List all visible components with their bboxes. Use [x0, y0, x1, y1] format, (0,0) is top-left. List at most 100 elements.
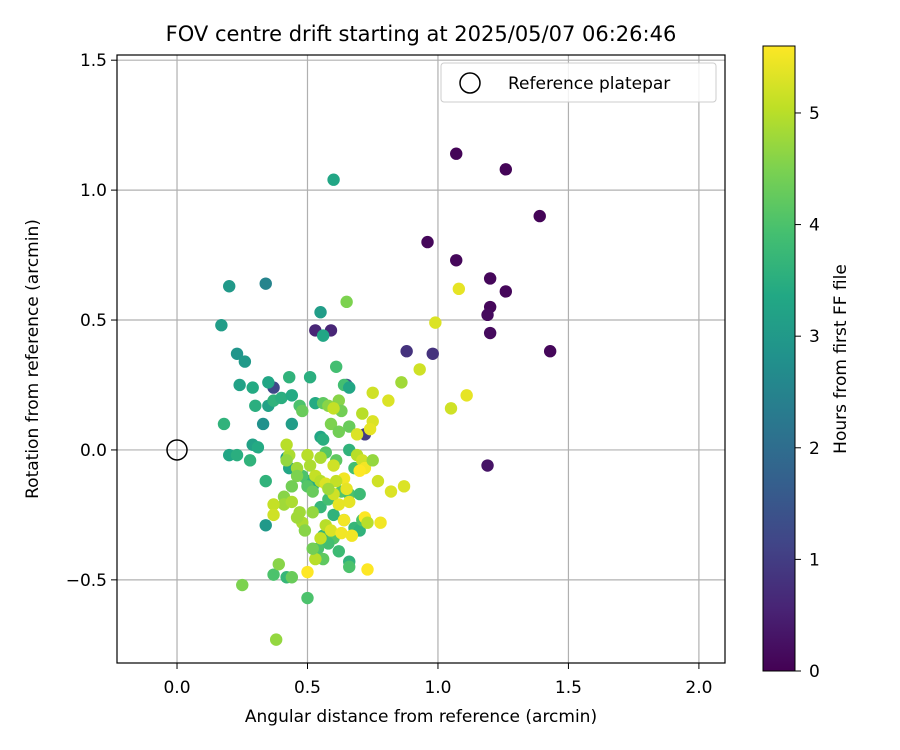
data-point [499, 163, 513, 176]
data-point [363, 422, 377, 436]
data-point [316, 329, 330, 342]
data-point [395, 376, 408, 389]
data-point [309, 552, 322, 566]
data-point [285, 495, 299, 509]
data-point [324, 417, 338, 431]
y-axis-label: Rotation from reference (arcmin) [23, 219, 43, 499]
data-point [361, 516, 374, 529]
data-point [243, 454, 257, 467]
data-point [499, 285, 513, 298]
colorbar-tick-label: 3 [809, 327, 820, 347]
legend-label: Reference platepar [508, 74, 670, 94]
data-point [450, 147, 463, 160]
colorbar-gradient [763, 46, 795, 671]
data-point [215, 319, 228, 332]
data-point [303, 370, 317, 384]
x-tick-label: 0.5 [294, 678, 321, 698]
data-point [230, 448, 244, 462]
data-point [256, 417, 270, 431]
data-point [233, 378, 246, 392]
data-point [285, 417, 299, 431]
data-point [332, 498, 346, 511]
data-point [290, 469, 304, 483]
data-point [340, 482, 353, 496]
data-point [353, 487, 366, 501]
data-point [421, 235, 434, 249]
data-point [223, 280, 236, 293]
data-point [230, 347, 244, 361]
data-point [285, 571, 299, 584]
plot-frame [116, 54, 726, 664]
data-point [329, 474, 343, 488]
data-point [298, 524, 312, 537]
data-point [353, 464, 366, 477]
data-point [285, 480, 299, 493]
x-tick-label: 1.0 [424, 678, 451, 698]
data-point [337, 513, 351, 527]
axis-ticks: 0.0 0.5 1.0 1.5 2.0 −0.5 0.0 0.5 1.0 1.5 [66, 51, 713, 698]
data-point [306, 485, 319, 498]
data-point [306, 542, 319, 555]
data-point [332, 545, 346, 558]
data-point [343, 495, 356, 509]
data-point [460, 389, 473, 402]
data-point [327, 459, 340, 472]
data-point [327, 402, 340, 415]
data-point [329, 360, 343, 373]
data-point [246, 381, 259, 394]
data-point [301, 565, 314, 579]
y-tick-label: 1.5 [80, 51, 107, 71]
x-tick-label: 2.0 [685, 678, 712, 698]
colorbar-frame [762, 45, 796, 672]
data-point [259, 519, 272, 532]
data-point [483, 326, 497, 340]
x-axis-label: Angular distance from reference (arcmin) [245, 707, 597, 727]
data-point [322, 482, 335, 496]
data-point [481, 308, 494, 322]
data-point [483, 272, 497, 285]
legend: Reference platepar [440, 62, 717, 103]
data-point [280, 438, 293, 451]
colorbar-tick-label: 0 [809, 662, 820, 682]
data-point [303, 459, 317, 472]
data-point [426, 347, 439, 361]
colorbar-tick-label: 2 [809, 439, 820, 459]
legend-box [440, 62, 717, 103]
data-point [324, 524, 338, 537]
data-point [249, 399, 262, 412]
reference-platepar-marker [166, 439, 188, 461]
data-point [236, 578, 249, 592]
data-point [450, 254, 463, 267]
data-point [340, 295, 353, 309]
colorbar-tick-label: 1 [809, 550, 820, 570]
data-point [275, 391, 288, 405]
reference-marker-group [166, 439, 188, 461]
data-point [314, 306, 327, 319]
data-point [217, 417, 231, 431]
data-point [400, 345, 413, 358]
data-point [350, 428, 364, 441]
data-point [371, 474, 385, 488]
data-point [543, 345, 557, 358]
x-tick-label: 1.5 [555, 678, 582, 698]
data-point [356, 407, 369, 420]
y-tick-label: −0.5 [66, 571, 107, 591]
data-point [335, 526, 348, 540]
data-point [533, 209, 546, 223]
data-point [397, 480, 411, 493]
data-point [361, 563, 374, 576]
y-tick-label: 1.0 [80, 181, 107, 201]
data-point [343, 420, 356, 433]
chart-title: FOV centre drift starting at 2025/05/07 … [166, 22, 677, 46]
data-point [429, 316, 442, 329]
data-point [343, 560, 356, 574]
data-point [267, 568, 280, 581]
data-point [306, 506, 319, 519]
data-point [366, 454, 379, 467]
data-point [280, 454, 293, 467]
x-tick-label: 0.0 [163, 678, 190, 698]
data-point [444, 402, 458, 415]
data-point [251, 441, 265, 454]
data-point [269, 633, 283, 646]
